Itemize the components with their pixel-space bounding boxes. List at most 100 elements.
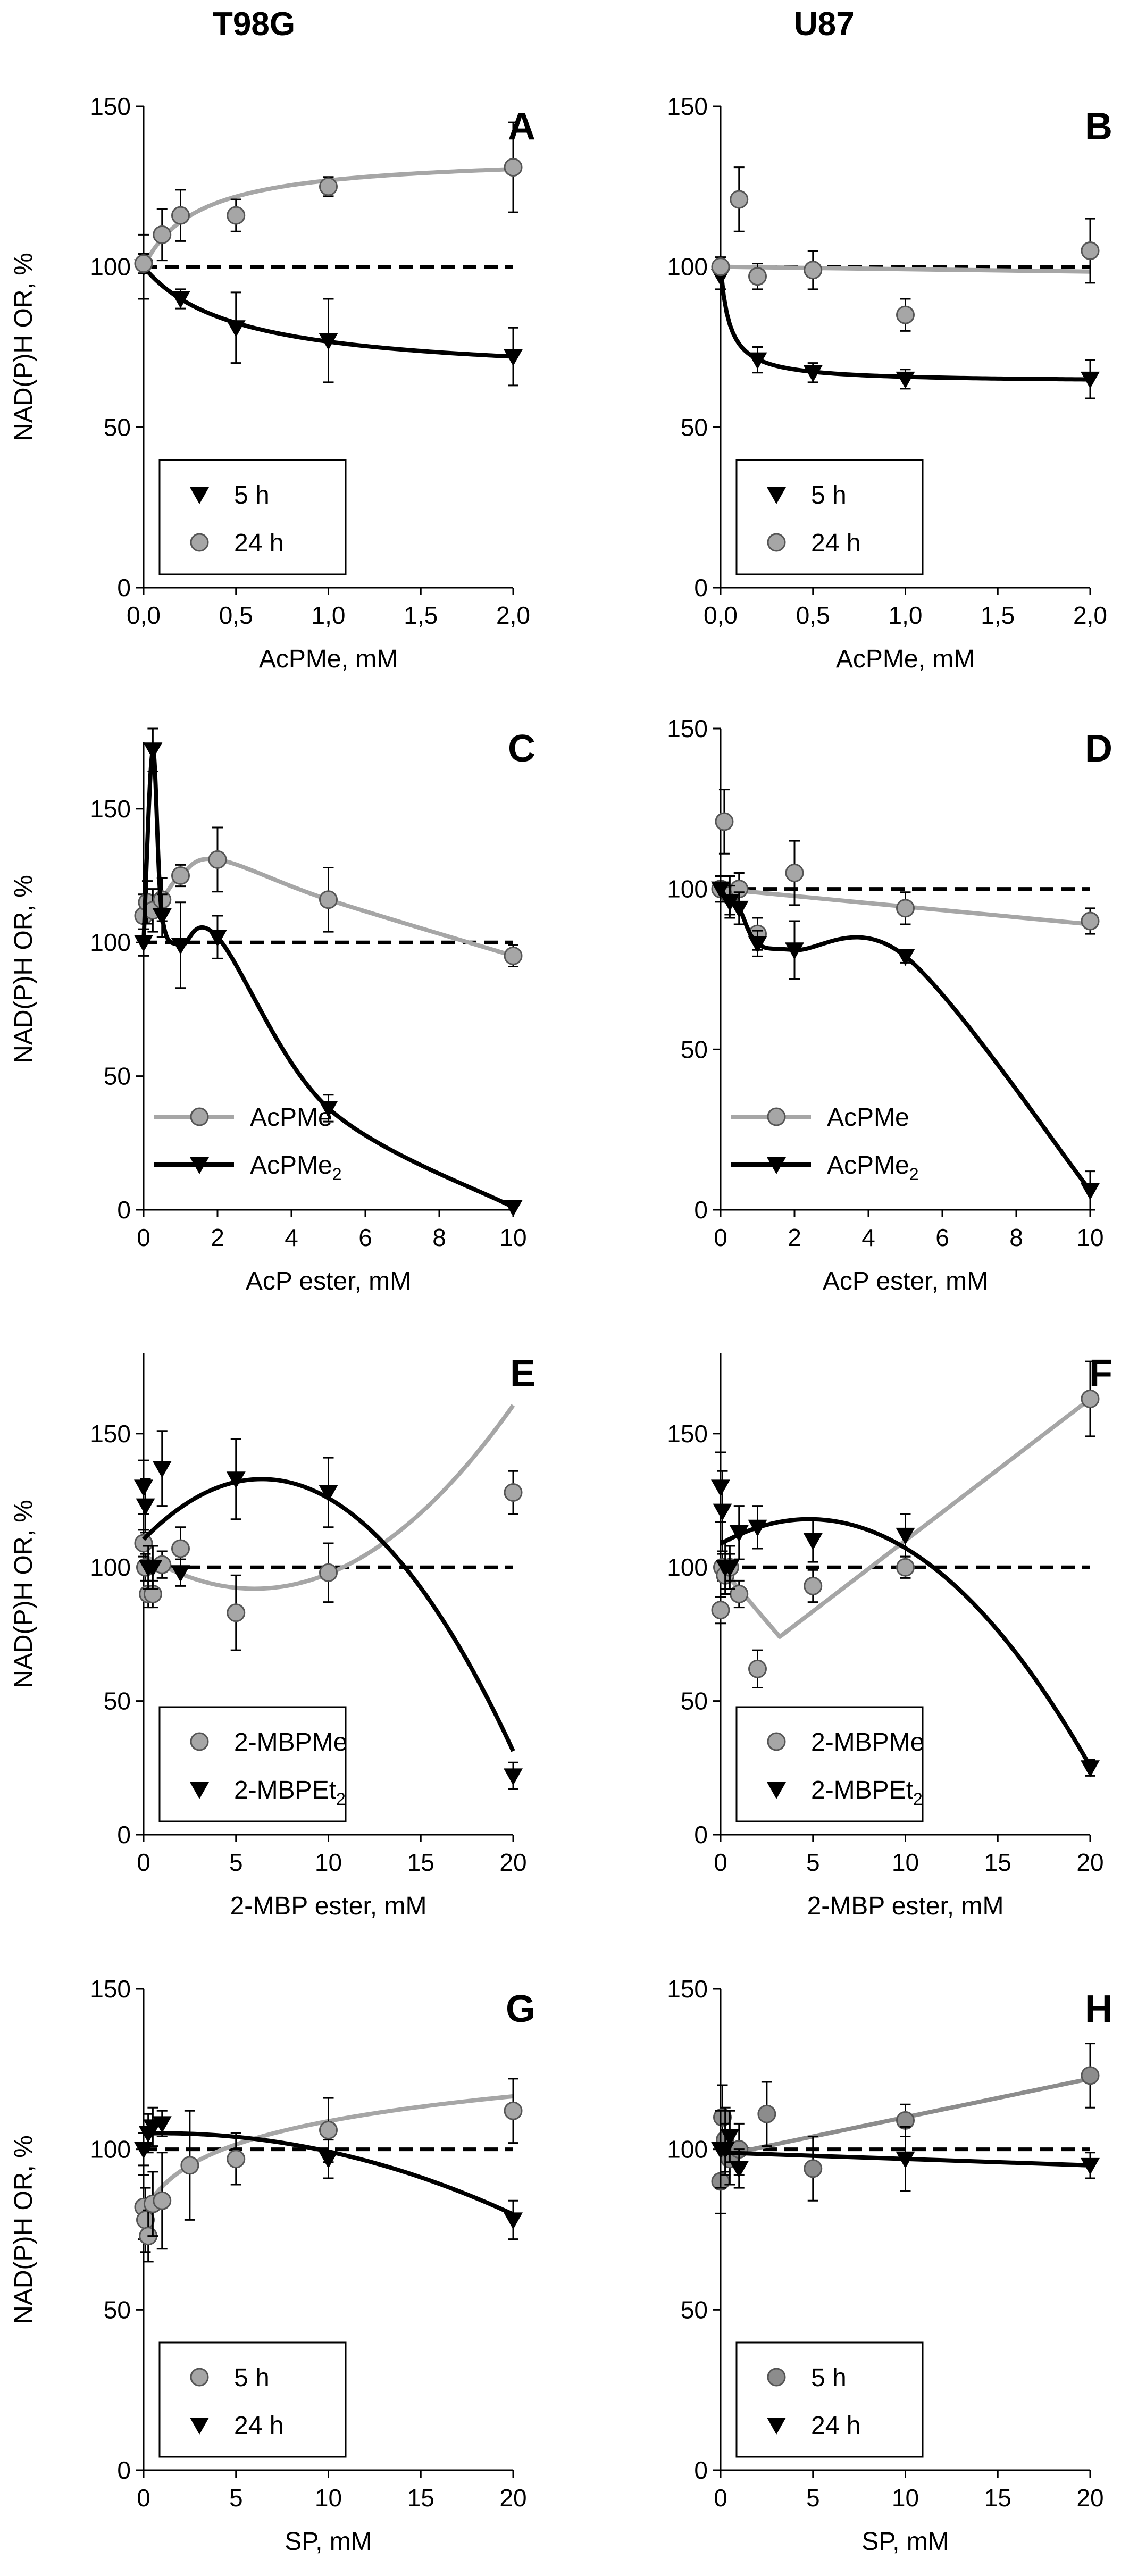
y-tick-label: 50 xyxy=(104,1063,131,1090)
x-tick-label: 0 xyxy=(137,1224,150,1251)
x-tick-label: 15 xyxy=(984,2484,1011,2512)
legend-marker xyxy=(767,1782,786,1799)
x-tick-label: 1,0 xyxy=(889,601,923,629)
legend-label: 24 h xyxy=(811,2412,860,2440)
x-tick-label: 8 xyxy=(1009,1224,1023,1251)
x-axis-label: AcP ester, mM xyxy=(823,1267,988,1295)
panel-letter: F xyxy=(1089,1352,1112,1395)
y-tick-label: 150 xyxy=(667,715,708,742)
legend-box xyxy=(735,1706,924,1822)
legend-label: 5 h xyxy=(811,481,847,509)
data-point xyxy=(1081,241,1100,260)
data-point xyxy=(319,1485,338,1502)
y-tick-label: 50 xyxy=(681,413,708,441)
x-tick-label: 1,5 xyxy=(404,601,438,629)
x-tick-label: 5 xyxy=(806,1849,820,1876)
legend-box xyxy=(158,1706,347,1822)
data-point xyxy=(227,1603,246,1622)
data-point xyxy=(1081,1389,1100,1408)
x-tick-label: 0,0 xyxy=(127,601,161,629)
data-point xyxy=(896,949,915,966)
x-tick-label: 10 xyxy=(499,1224,526,1251)
legend-marker xyxy=(767,2418,786,2435)
x-tick-label: 0 xyxy=(137,2484,150,2512)
data-point xyxy=(180,2156,199,2175)
legend-marker xyxy=(190,2368,209,2387)
legend-label: 2-MBPMe xyxy=(234,1728,347,1757)
panel-letter: D xyxy=(1085,727,1112,770)
data-point xyxy=(171,938,190,955)
data-point xyxy=(319,1100,338,1118)
y-tick-label: 100 xyxy=(667,875,708,903)
data-point xyxy=(319,177,338,196)
y-tick-label: 0 xyxy=(694,1821,708,1849)
y-tick-label: 0 xyxy=(117,1821,131,1849)
legend-label: AcPMe2 xyxy=(827,1151,919,1184)
data-point xyxy=(208,850,227,869)
y-tick-label: 100 xyxy=(90,1553,131,1581)
x-tick-label: 0,5 xyxy=(219,601,253,629)
data-point xyxy=(896,2151,915,2169)
data-point xyxy=(227,206,246,225)
data-point xyxy=(785,864,804,882)
data-point xyxy=(803,1533,823,1550)
x-axis-label: AcPMe, mM xyxy=(836,645,975,673)
panel-letter: E xyxy=(510,1352,536,1395)
x-tick-label: 0 xyxy=(137,1849,150,1876)
legend-marker xyxy=(190,1107,209,1126)
x-tick-label: 20 xyxy=(1076,1849,1103,1876)
data-point xyxy=(1081,371,1100,389)
legend-box xyxy=(158,459,347,575)
data-point xyxy=(319,333,338,350)
panel-a: 0 50 100 150 0,0 0,5 1,0 1,5 2,0 AcPMe, mM NAD(P)H… xyxy=(10,93,536,673)
y-tick-label: 0 xyxy=(117,2456,131,2484)
x-tick-label: 6 xyxy=(935,1224,949,1251)
legend-label: 2-MBPMe xyxy=(811,1728,924,1757)
data-point xyxy=(748,1519,767,1537)
data-point xyxy=(785,942,804,960)
legend-label: AcPMe2 xyxy=(250,1151,342,1184)
y-tick-label: 50 xyxy=(104,1687,131,1715)
data-point xyxy=(711,257,730,277)
y-tick-label: 100 xyxy=(90,2136,131,2163)
legend-marker xyxy=(190,533,209,552)
data-point xyxy=(748,1659,767,1678)
legend-marker xyxy=(767,1107,786,1126)
data-point xyxy=(226,320,246,338)
data-point xyxy=(319,1563,338,1582)
data-point xyxy=(227,2150,246,2169)
legend-label: 5 h xyxy=(811,2364,847,2392)
data-point xyxy=(896,1527,915,1545)
data-point xyxy=(896,899,915,918)
fit-line-acpme2 xyxy=(718,888,1092,1192)
y-tick-label: 150 xyxy=(90,1420,131,1448)
y-axis-label: NAD(P)H OR, % xyxy=(10,2135,38,2324)
y-tick-label: 100 xyxy=(90,253,131,281)
legend-label: 24 h xyxy=(234,529,283,557)
x-tick-label: 2,0 xyxy=(496,601,530,629)
x-tick-label: 5 xyxy=(229,2484,243,2512)
data-point xyxy=(729,2161,749,2178)
x-tick-label: 15 xyxy=(407,2484,434,2512)
x-tick-label: 0 xyxy=(714,1849,727,1876)
x-tick-label: 10 xyxy=(1076,1224,1103,1251)
y-tick-label: 0 xyxy=(117,1196,131,1224)
data-point xyxy=(504,2101,523,2120)
x-tick-label: 1,5 xyxy=(981,601,1015,629)
y-tick-label: 0 xyxy=(694,1196,708,1224)
data-point xyxy=(171,291,190,308)
data-point xyxy=(504,349,523,366)
x-axis-label: SP, mM xyxy=(861,2528,949,2556)
y-tick-label: 50 xyxy=(104,2296,131,2323)
data-point xyxy=(804,1576,823,1595)
data-point xyxy=(1081,2157,1100,2175)
x-tick-label: 10 xyxy=(315,1849,342,1876)
data-point xyxy=(803,365,823,382)
x-tick-label: 4 xyxy=(285,1224,298,1251)
data-point xyxy=(720,1560,740,1577)
x-tick-label: 2 xyxy=(788,1224,801,1251)
data-point xyxy=(1081,2066,1100,2085)
x-axis-label: 2-MBP ester, mM xyxy=(230,1892,427,1920)
legend-box xyxy=(735,459,924,575)
